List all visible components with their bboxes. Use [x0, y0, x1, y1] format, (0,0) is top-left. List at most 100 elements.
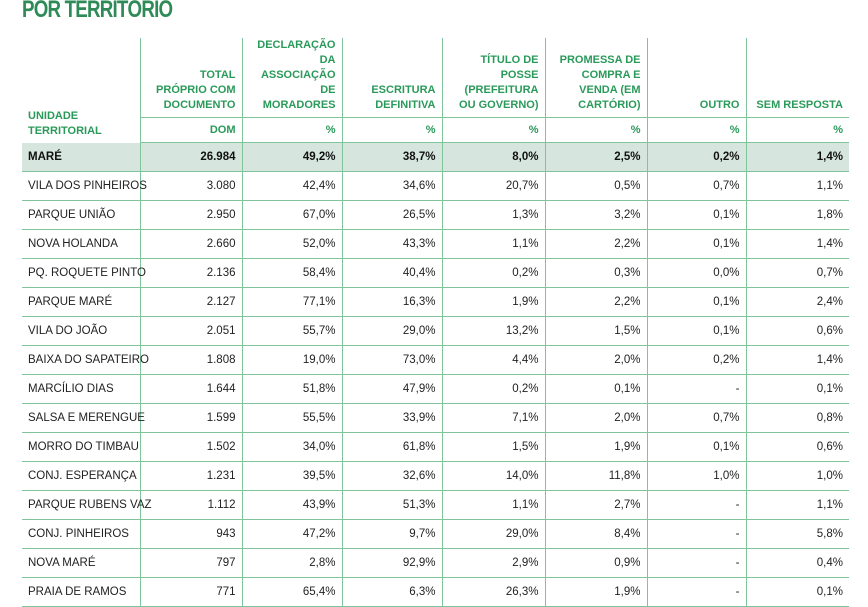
table-cell: 0,1% [646, 200, 746, 230]
table-cell: 0,1% [745, 374, 849, 404]
table-cell: 1,5% [544, 316, 647, 346]
table-cell: 1,1% [441, 490, 545, 520]
territory-table: UNIDADE TERRITORIAL TOTAL PRÓPRIO COM DO… [22, 38, 849, 607]
table-row: NOVA HOLANDA 2.660 52,0% 43,3% 1,1% 2,2% 0,1% 1… [22, 229, 849, 259]
table-cell: 2,4% [745, 287, 849, 317]
table-row: NOVA MARÉ 797 2,8% 92,9% 2,9% 0,9% -0,4% [22, 548, 849, 578]
table-row: PRAIA DE RAMOS 771 65,4% 6,3% 26,3% 1,9% -0,1% [22, 577, 849, 607]
table-cell: 1.808 [139, 345, 242, 375]
table-cell: 34,6% [341, 171, 442, 201]
table-cell: 39,5% [241, 461, 342, 491]
table-cell: 0,3% [544, 258, 647, 288]
table-cell: - [646, 374, 746, 404]
table-cell: 47,2% [241, 519, 342, 549]
row-label: BAIXA DO SAPATEIRO [22, 345, 149, 375]
table-cell: 0,7% [745, 258, 849, 288]
table-cell: 1,1% [745, 490, 849, 520]
unit-label: % [544, 117, 647, 143]
row-label: PARQUE RUBENS VAZ [22, 490, 152, 520]
table-row: CONJ. ESPERANÇA 1.231 39,5% 32,6% 14,0% 11,8%… [22, 461, 849, 491]
table-cell: 26,3% [441, 577, 545, 607]
column-header: PROMESSA DE COMPRA E VENDA (EM CARTÓRIO) [544, 38, 647, 118]
table-cell: 1.599 [139, 403, 242, 433]
unit-label: % [241, 117, 342, 143]
table-cell: 9,7% [341, 519, 442, 549]
table-cell: 3.080 [139, 171, 242, 201]
table-cell: 38,7% [341, 142, 442, 172]
row-label: PQ. ROQUETE PINTO [22, 258, 146, 288]
table-cell: 771 [139, 577, 242, 607]
table-cell: - [646, 548, 746, 578]
table-row: PARQUE MARÉ 2.127 77,1% 16,3% 1,9% 2,2% 0,1% 2,… [22, 287, 849, 317]
table-cell: 2,0% [544, 345, 647, 375]
table-cell: 19,0% [241, 345, 342, 375]
table-cell: 14,0% [441, 461, 545, 491]
table-row: SALSA E MERENGUE 1.599 55,5% 33,9% 7,1% 2,0% 0… [22, 403, 849, 433]
table-cell: 1,1% [441, 229, 545, 259]
table-cell: 58,4% [241, 258, 342, 288]
column-header-unit: UNIDADE TERRITORIAL [28, 109, 102, 137]
table-cell: 1,4% [745, 345, 849, 375]
table-cell: - [646, 577, 746, 607]
table-row: PARQUE UNIÃO 2.950 67,0% 26,5% 1,3% 3,2% 0,1% 1… [22, 200, 849, 230]
unit-label: DOM [139, 117, 242, 143]
table-cell: 0,7% [646, 403, 746, 433]
table-cell: 0,2% [646, 142, 746, 172]
row-label: VILA DO JOÃO [22, 316, 140, 346]
table-cell: 0,0% [646, 258, 746, 288]
table-cell: 943 [139, 519, 242, 549]
table-cell: 40,4% [341, 258, 442, 288]
table-row: PQ. ROQUETE PINTO 2.136 58,4% 40,4% 0,2% 0,3%… [22, 258, 849, 288]
table-cell: 0,9% [544, 548, 647, 578]
row-label: MORRO DO TIMBAU [22, 432, 140, 462]
table-cell: 1,9% [441, 287, 545, 317]
table-cell: 77,1% [241, 287, 342, 317]
table-cell: 1,0% [745, 461, 849, 491]
table-cell: 0,5% [544, 171, 647, 201]
column-header: TOTAL PRÓPRIO COM DOCUMENTO [139, 38, 242, 118]
table-cell: 5,8% [745, 519, 849, 549]
table-cell: 2,7% [544, 490, 647, 520]
table-cell: 11,8% [544, 461, 647, 491]
table-cell: 2,9% [441, 548, 545, 578]
table-cell: 2.950 [139, 200, 242, 230]
row-label: CONJ. ESPERANÇA [22, 461, 140, 491]
column-header: DECLARAÇÃO DA ASSOCIAÇÃO DE MORADORES [241, 38, 342, 118]
table-cell: 0,1% [646, 432, 746, 462]
table-cell: 0,1% [646, 316, 746, 346]
table-cell: 2,0% [544, 403, 647, 433]
column-header: ESCRITURA DEFINITIVA [341, 38, 442, 118]
row-label: CONJ. PINHEIROS [22, 519, 140, 549]
table-cell: 1,9% [544, 432, 647, 462]
row-label: PARQUE UNIÃO [22, 200, 140, 230]
table-cell: 1,4% [745, 229, 849, 259]
table-row: MORRO DO TIMBAU 1.502 34,0% 61,8% 1,5% 1,9% 0,… [22, 432, 849, 462]
table-cell: 0,4% [745, 548, 849, 578]
row-label: PARQUE MARÉ [22, 287, 140, 317]
row-label: SALSA E MERENGUE [22, 403, 145, 433]
row-label: MARCÍLIO DIAS [22, 374, 140, 404]
table-cell: 1,5% [441, 432, 545, 462]
table-row: VILA DO JOÃO 2.051 55,7% 29,0% 13,2% 1,5% 0,1%… [22, 316, 849, 346]
table-cell: 2,2% [544, 229, 647, 259]
table-cell: 2,8% [241, 548, 342, 578]
table-cell: 61,8% [341, 432, 442, 462]
unit-label: % [341, 117, 442, 143]
table-cell: 32,6% [341, 461, 442, 491]
table-cell: MARÉ [22, 142, 140, 172]
table-cell: 0,2% [646, 345, 746, 375]
table-cell: 26,5% [341, 200, 442, 230]
table-cell: 1,1% [745, 171, 849, 201]
table-cell: 0,2% [441, 258, 545, 288]
table-cell: 0,1% [745, 577, 849, 607]
table-cell: 52,0% [241, 229, 342, 259]
table-row: PARQUE RUBENS VAZ 1.112 43,9% 51,3% 1,1% 2,7%… [22, 490, 849, 520]
table-cell: 2.136 [139, 258, 242, 288]
row-label: NOVA MARÉ [22, 548, 140, 578]
table-cell: 26.984 [139, 142, 242, 172]
table-cell: - [646, 519, 746, 549]
table-cell: 2.660 [139, 229, 242, 259]
table-cell: 34,0% [241, 432, 342, 462]
table-total-row: MARÉ 26.984 49,2% 38,7% 8,0% 2,5% 0,2% 1… [22, 142, 849, 172]
table-cell: 29,0% [441, 519, 545, 549]
